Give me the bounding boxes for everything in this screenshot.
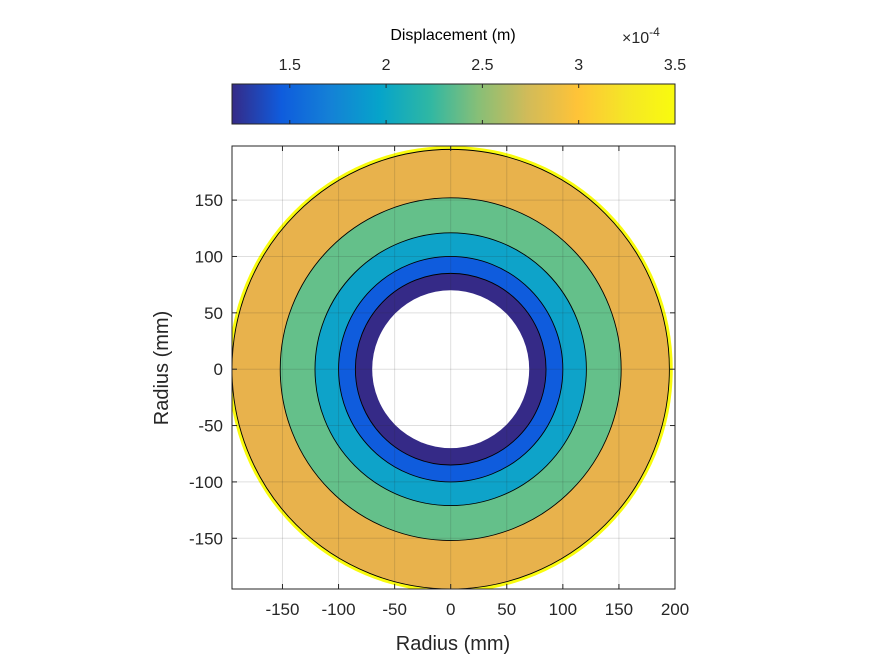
x-tick-label: 0 [446, 600, 455, 619]
axes: -150 -100 -50 0 50 100 150 200 150 100 50 0 -50 -100… [151, 145, 689, 655]
grid-lines [232, 146, 675, 589]
axes-box [231, 145, 676, 590]
colorbar-bar [231, 83, 676, 125]
x-tick-label: -100 [322, 600, 356, 619]
colorbar-tick-label: 2 [382, 57, 391, 74]
colorbar-tick-label: 3.5 [664, 57, 686, 74]
y-tick-label: 100 [195, 247, 223, 266]
y-axis-label: Radius (mm) [151, 311, 173, 425]
x-tick-label: 200 [661, 600, 689, 619]
y-tick-label: -150 [189, 529, 223, 548]
x-tick-label: -50 [382, 600, 407, 619]
colorbar-tick-labels: 1.5 2 2.5 3 3.5 [279, 57, 687, 74]
svg-text:×10-4: ×10-4 [622, 25, 660, 47]
colorbar: Displacement (m) ×10-4 1.5 2 2.5 3 3.5 [231, 25, 687, 125]
y-tick-label: 0 [214, 360, 223, 379]
colorbar-tick-label: 1.5 [279, 57, 301, 74]
y-tick-label: -50 [198, 417, 223, 436]
colorbar-exponent-power: -4 [649, 25, 660, 39]
x-tick-label: 50 [497, 600, 516, 619]
colorbar-tick-label: 2.5 [471, 57, 493, 74]
x-tick-label: -150 [265, 600, 299, 619]
colorbar-exponent-prefix: ×10 [622, 30, 649, 47]
y-tick-label: 150 [195, 191, 223, 210]
colorbar-exponent: ×10-4 [622, 25, 660, 47]
colorbar-ticks [289, 84, 676, 124]
contour-rings [232, 146, 673, 589]
x-axis-label: Radius (mm) [396, 633, 510, 655]
y-tick-label: -100 [189, 473, 223, 492]
colorbar-title: Displacement (m) [390, 27, 515, 44]
inner-hole [372, 290, 530, 449]
x-tick-label: 100 [549, 600, 577, 619]
x-ticks: -150 -100 -50 0 50 100 150 200 [265, 146, 689, 619]
y-tick-label: 50 [204, 304, 223, 323]
x-tick-label: 150 [605, 600, 633, 619]
colorbar-tick-label: 3 [574, 57, 583, 74]
y-ticks: 150 100 50 0 -50 -100 -150 [189, 191, 675, 548]
